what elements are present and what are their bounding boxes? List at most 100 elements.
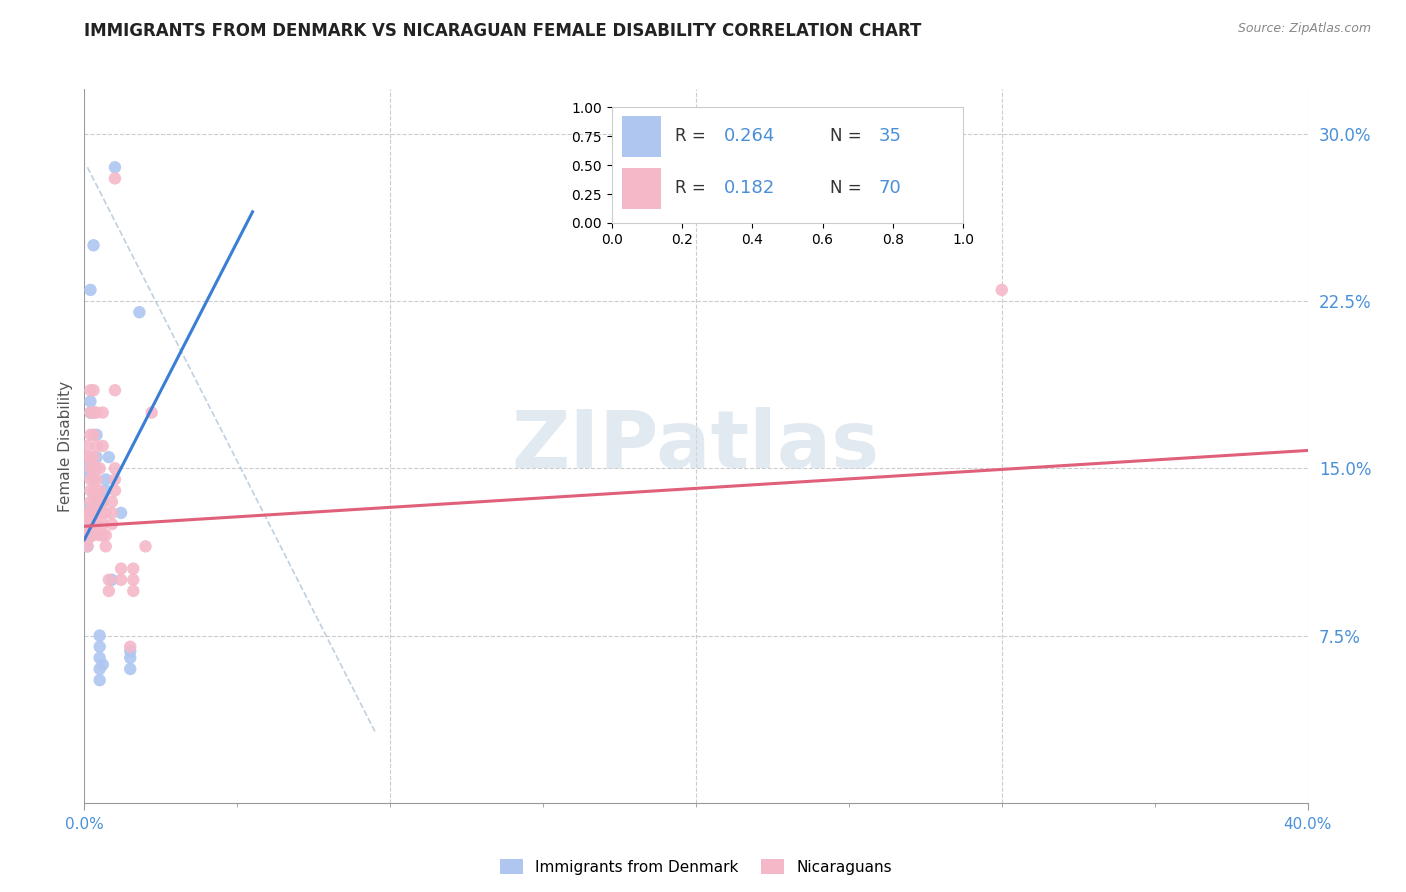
- Text: N =: N =: [830, 127, 866, 145]
- Point: [128, 305, 150, 319]
- Point: [94, 483, 117, 498]
- Point: [76, 517, 98, 532]
- Point: [79, 384, 101, 398]
- Point: [141, 405, 163, 420]
- Point: [101, 494, 124, 508]
- Point: [76, 533, 98, 547]
- Text: R =: R =: [675, 179, 716, 197]
- Point: [97, 583, 120, 598]
- Point: [120, 651, 142, 665]
- Point: [83, 506, 105, 520]
- Point: [83, 473, 105, 487]
- Point: [104, 473, 127, 487]
- Point: [101, 506, 124, 520]
- Bar: [621, 116, 661, 157]
- Point: [122, 562, 145, 576]
- Point: [79, 283, 101, 297]
- Point: [83, 494, 105, 508]
- Point: [94, 539, 117, 553]
- Point: [83, 427, 105, 442]
- Point: [76, 466, 98, 480]
- Point: [91, 517, 114, 532]
- Point: [83, 473, 105, 487]
- Point: [86, 427, 108, 442]
- Point: [86, 450, 108, 465]
- Point: [83, 483, 105, 498]
- Point: [76, 510, 98, 524]
- Text: 35: 35: [879, 127, 901, 145]
- Point: [104, 384, 127, 398]
- Point: [83, 450, 105, 465]
- Point: [76, 539, 98, 553]
- Point: [122, 583, 145, 598]
- Point: [79, 394, 101, 409]
- Point: [76, 506, 98, 520]
- Y-axis label: Female Disability: Female Disability: [58, 380, 73, 512]
- Point: [97, 573, 120, 587]
- Point: [86, 473, 108, 487]
- Point: [94, 473, 117, 487]
- Point: [94, 506, 117, 520]
- Point: [76, 501, 98, 516]
- Text: N =: N =: [830, 179, 866, 197]
- Point: [104, 461, 127, 475]
- Point: [101, 517, 124, 532]
- Point: [86, 483, 108, 498]
- Text: 0.264: 0.264: [724, 127, 776, 145]
- Point: [76, 439, 98, 453]
- Point: [86, 439, 108, 453]
- Point: [76, 528, 98, 542]
- Point: [79, 405, 101, 420]
- Point: [76, 461, 98, 475]
- Point: [101, 573, 124, 587]
- Text: IMMIGRANTS FROM DENMARK VS NICARAGUAN FEMALE DISABILITY CORRELATION CHART: IMMIGRANTS FROM DENMARK VS NICARAGUAN FE…: [84, 22, 922, 40]
- Point: [91, 439, 114, 453]
- Legend: Immigrants from Denmark, Nicaraguans: Immigrants from Denmark, Nicaraguans: [494, 853, 898, 880]
- Point: [89, 662, 111, 676]
- Point: [79, 517, 101, 532]
- Point: [83, 461, 105, 475]
- Point: [79, 405, 101, 420]
- Point: [76, 524, 98, 538]
- Bar: [621, 169, 661, 209]
- Point: [83, 528, 105, 542]
- Point: [91, 506, 114, 520]
- Point: [83, 517, 105, 532]
- Point: [91, 657, 114, 672]
- Point: [120, 662, 142, 676]
- Point: [86, 517, 108, 532]
- Point: [76, 510, 98, 524]
- Point: [79, 450, 101, 465]
- Point: [120, 640, 142, 654]
- Point: [86, 494, 108, 508]
- Point: [97, 450, 120, 465]
- Point: [104, 483, 127, 498]
- Point: [89, 528, 111, 542]
- Text: R =: R =: [675, 127, 711, 145]
- Point: [79, 473, 101, 487]
- Point: [135, 539, 157, 553]
- Point: [89, 628, 111, 642]
- Point: [83, 384, 105, 398]
- Point: [110, 562, 132, 576]
- Point: [110, 573, 132, 587]
- Point: [104, 171, 127, 186]
- Point: [83, 405, 105, 420]
- Point: [79, 461, 101, 475]
- Point: [91, 528, 114, 542]
- Point: [991, 283, 1014, 297]
- Point: [94, 528, 117, 542]
- Text: ZIPatlas: ZIPatlas: [512, 407, 880, 485]
- Point: [76, 533, 98, 547]
- Text: 70: 70: [879, 179, 901, 197]
- Point: [89, 651, 111, 665]
- Point: [76, 450, 98, 465]
- Point: [79, 506, 101, 520]
- Text: Source: ZipAtlas.com: Source: ZipAtlas.com: [1237, 22, 1371, 36]
- Point: [79, 528, 101, 542]
- Point: [89, 640, 111, 654]
- Point: [89, 506, 111, 520]
- Point: [86, 461, 108, 475]
- Point: [91, 405, 114, 420]
- Point: [86, 506, 108, 520]
